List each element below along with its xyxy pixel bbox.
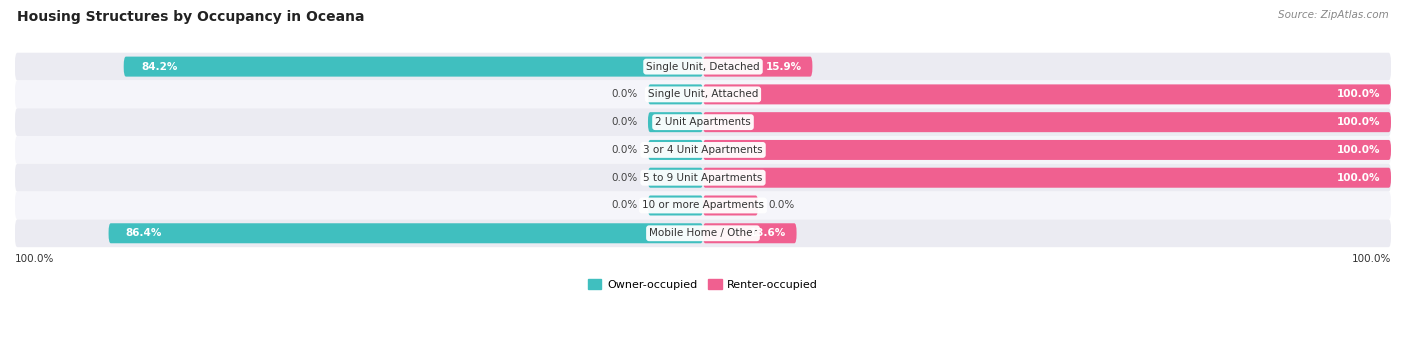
Text: 5 to 9 Unit Apartments: 5 to 9 Unit Apartments xyxy=(644,173,762,183)
FancyBboxPatch shape xyxy=(648,168,703,188)
FancyBboxPatch shape xyxy=(108,223,703,243)
Text: Housing Structures by Occupancy in Oceana: Housing Structures by Occupancy in Ocean… xyxy=(17,10,364,24)
Text: 13.6%: 13.6% xyxy=(749,228,786,238)
FancyBboxPatch shape xyxy=(703,112,1391,132)
Text: 84.2%: 84.2% xyxy=(141,62,177,71)
FancyBboxPatch shape xyxy=(15,219,1391,247)
FancyBboxPatch shape xyxy=(648,140,703,160)
Text: 10 or more Apartments: 10 or more Apartments xyxy=(643,200,763,210)
FancyBboxPatch shape xyxy=(124,57,703,77)
Text: Single Unit, Attached: Single Unit, Attached xyxy=(648,89,758,100)
FancyBboxPatch shape xyxy=(15,108,1391,136)
Text: 2 Unit Apartments: 2 Unit Apartments xyxy=(655,117,751,127)
FancyBboxPatch shape xyxy=(648,196,703,215)
FancyBboxPatch shape xyxy=(703,168,1391,188)
FancyBboxPatch shape xyxy=(15,192,1391,219)
FancyBboxPatch shape xyxy=(15,136,1391,164)
Text: 0.0%: 0.0% xyxy=(612,200,638,210)
FancyBboxPatch shape xyxy=(703,140,1391,160)
Text: 0.0%: 0.0% xyxy=(612,89,638,100)
Text: 0.0%: 0.0% xyxy=(768,200,794,210)
Text: 0.0%: 0.0% xyxy=(612,145,638,155)
FancyBboxPatch shape xyxy=(648,112,703,132)
Text: 100.0%: 100.0% xyxy=(15,253,55,264)
Legend: Owner-occupied, Renter-occupied: Owner-occupied, Renter-occupied xyxy=(583,275,823,294)
Text: 15.9%: 15.9% xyxy=(766,62,801,71)
Text: 100.0%: 100.0% xyxy=(1337,117,1381,127)
Text: Single Unit, Detached: Single Unit, Detached xyxy=(647,62,759,71)
Text: 100.0%: 100.0% xyxy=(1337,89,1381,100)
Text: 0.0%: 0.0% xyxy=(612,173,638,183)
FancyBboxPatch shape xyxy=(15,164,1391,192)
FancyBboxPatch shape xyxy=(703,57,813,77)
Text: 86.4%: 86.4% xyxy=(125,228,162,238)
FancyBboxPatch shape xyxy=(15,53,1391,80)
FancyBboxPatch shape xyxy=(703,196,758,215)
FancyBboxPatch shape xyxy=(648,84,703,104)
FancyBboxPatch shape xyxy=(703,223,797,243)
Text: Source: ZipAtlas.com: Source: ZipAtlas.com xyxy=(1278,10,1389,20)
FancyBboxPatch shape xyxy=(703,84,1391,104)
Text: 100.0%: 100.0% xyxy=(1351,253,1391,264)
Text: 100.0%: 100.0% xyxy=(1337,145,1381,155)
Text: Mobile Home / Other: Mobile Home / Other xyxy=(650,228,756,238)
Text: 3 or 4 Unit Apartments: 3 or 4 Unit Apartments xyxy=(643,145,763,155)
Text: 100.0%: 100.0% xyxy=(1337,173,1381,183)
FancyBboxPatch shape xyxy=(15,80,1391,108)
Text: 0.0%: 0.0% xyxy=(612,117,638,127)
